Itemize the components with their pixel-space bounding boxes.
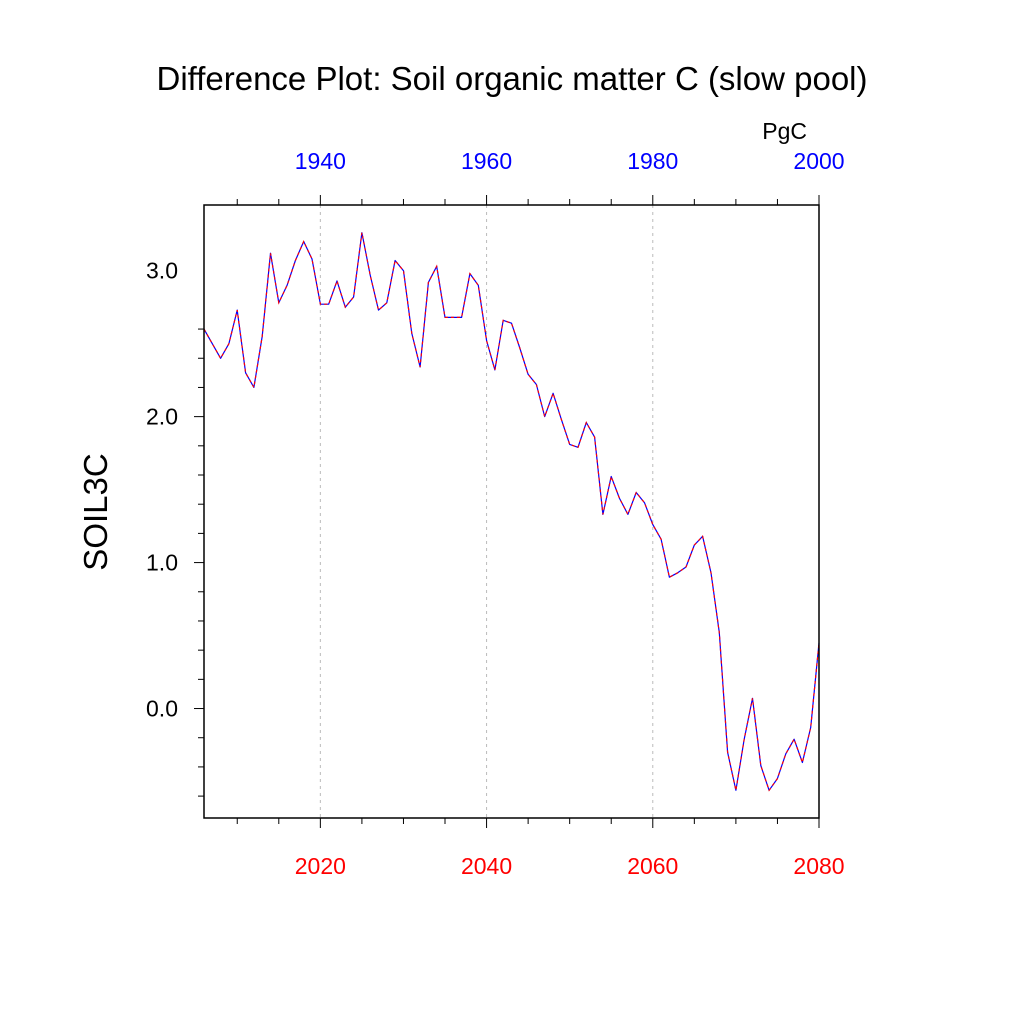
x-bottom-tick-label: 2060 [627,853,678,879]
y-axis-label: SOIL3C [77,453,114,570]
x-top-tick-label: 2000 [793,148,844,174]
axes: 2020 2040 2060 2080 1940 1960 1980 2000 0.0 1.0 2.… [146,148,845,879]
series-layer [203,232,820,792]
x-top-tick-label: 1960 [461,148,512,174]
series-line-dashed [203,232,820,792]
plot-frame [203,204,820,819]
x-bottom-tick-label: 2080 [793,853,844,879]
x-bottom-tick-label: 2020 [295,853,346,879]
y-tick-label: 0.0 [146,696,178,722]
x-bottom-tick-label: 2040 [461,853,512,879]
x-top-tick-label: 1980 [627,148,678,174]
chart-title: Difference Plot: Soil organic matter C (… [156,60,867,97]
y-tick-label: 1.0 [146,550,178,576]
y-tick-label: 2.0 [146,404,178,430]
x-top-tick-label: 1940 [295,148,346,174]
units-label: PgC [762,118,807,144]
y-tick-label: 3.0 [146,258,178,284]
series-line [203,232,820,791]
